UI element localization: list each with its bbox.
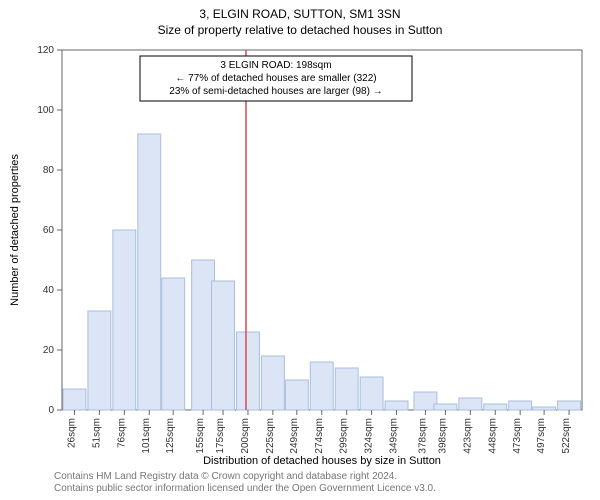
svg-text:26sqm: 26sqm <box>66 418 77 448</box>
chart-title-2: Size of property relative to detached ho… <box>158 23 443 37</box>
histogram-bar <box>335 368 358 410</box>
svg-text:249sqm: 249sqm <box>289 418 300 454</box>
svg-text:423sqm: 423sqm <box>462 418 473 454</box>
svg-text:175sqm: 175sqm <box>215 418 226 454</box>
chart-title-1: 3, ELGIN ROAD, SUTTON, SM1 3SN <box>199 7 400 21</box>
histogram-bar <box>138 134 161 410</box>
svg-text:40: 40 <box>43 285 55 296</box>
svg-text:448sqm: 448sqm <box>487 418 498 454</box>
histogram-bar <box>558 401 581 410</box>
svg-text:299sqm: 299sqm <box>339 418 350 454</box>
histogram-bar <box>212 281 235 410</box>
svg-text:0: 0 <box>48 405 54 416</box>
annotation-line: ← 77% of detached houses are smaller (32… <box>175 73 376 84</box>
histogram-chart: 0 20 40 60 80 100 120 26sqm 51sqm 76sqm 101sqm 125s… <box>0 0 600 500</box>
histogram-bar <box>434 404 457 410</box>
histogram-bar <box>459 398 482 410</box>
chart-container: 0 20 40 60 80 100 120 26sqm 51sqm 76sqm 101sqm 125s… <box>0 0 600 500</box>
histogram-bar <box>509 401 532 410</box>
histogram-bar <box>236 332 259 410</box>
footer-copyright-2: Contains public sector information licen… <box>54 483 436 494</box>
histogram-bar <box>484 404 507 410</box>
svg-text:522sqm: 522sqm <box>561 418 572 454</box>
svg-text:378sqm: 378sqm <box>417 418 428 454</box>
svg-text:51sqm: 51sqm <box>91 418 102 448</box>
svg-text:20: 20 <box>43 345 55 356</box>
svg-text:155sqm: 155sqm <box>195 418 206 454</box>
x-axis-label: Distribution of detached houses by size … <box>203 455 441 467</box>
footer-copyright-1: Contains HM Land Registry data © Crown c… <box>54 471 397 482</box>
histogram-bar <box>88 311 111 410</box>
histogram-bar <box>261 356 284 410</box>
annotation-line: 23% of semi-detached houses are larger (… <box>169 86 382 97</box>
annotation-line: 3 ELGIN ROAD: 198sqm <box>220 60 331 71</box>
svg-text:101sqm: 101sqm <box>141 418 152 454</box>
svg-text:120: 120 <box>37 45 54 56</box>
svg-text:398sqm: 398sqm <box>437 418 448 454</box>
histogram-bar <box>310 362 333 410</box>
svg-text:225sqm: 225sqm <box>265 418 276 454</box>
histogram-bar <box>63 389 86 410</box>
y-axis-label: Number of detached properties <box>9 154 21 306</box>
svg-text:349sqm: 349sqm <box>389 418 400 454</box>
svg-text:324sqm: 324sqm <box>364 418 375 454</box>
histogram-bar <box>385 401 408 410</box>
svg-text:274sqm: 274sqm <box>314 418 325 454</box>
svg-text:100: 100 <box>37 105 54 116</box>
histogram-bar <box>113 230 136 410</box>
histogram-bar <box>533 407 556 410</box>
svg-text:76sqm: 76sqm <box>116 418 127 448</box>
svg-text:497sqm: 497sqm <box>536 418 547 454</box>
svg-text:200sqm: 200sqm <box>240 418 251 454</box>
histogram-bar <box>285 380 308 410</box>
histogram-bar <box>162 278 185 410</box>
histogram-bar <box>360 377 383 410</box>
svg-text:473sqm: 473sqm <box>512 418 523 454</box>
svg-text:125sqm: 125sqm <box>165 418 176 454</box>
svg-text:80: 80 <box>43 165 55 176</box>
svg-text:60: 60 <box>43 225 55 236</box>
